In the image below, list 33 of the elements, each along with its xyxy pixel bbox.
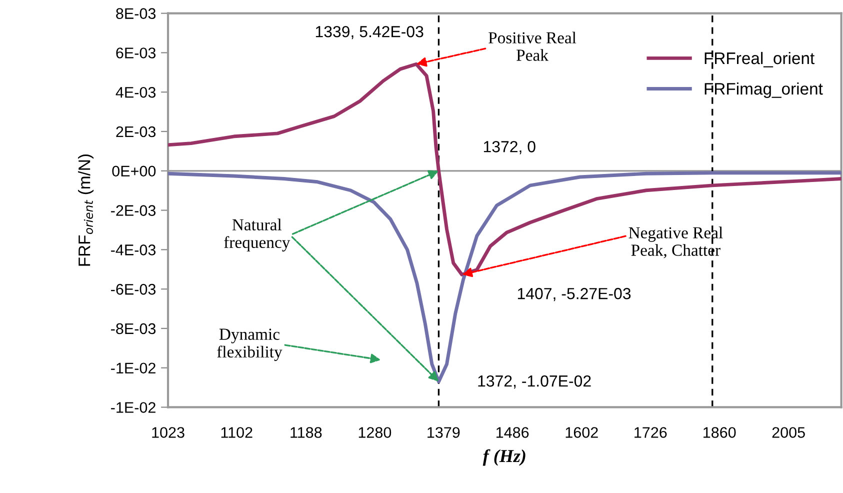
- x-tick-label: 2005: [772, 427, 805, 438]
- y-tick-label: -1E-02: [111, 402, 156, 413]
- annotation: Natural frequency: [224, 218, 290, 252]
- y-tick-label: 2E-03: [116, 126, 156, 138]
- y-tick-label: 4E-03: [116, 86, 156, 98]
- legend-label: FRFreal_orient: [704, 52, 814, 68]
- x-tick-label: 1726: [634, 427, 667, 438]
- annotation: 1407, -5.27E-03: [518, 288, 631, 302]
- x-tick-label: 1379: [428, 427, 460, 438]
- x-tick-label: 1102: [221, 427, 252, 438]
- annotation: 1339, 5.42E-03: [316, 26, 424, 40]
- x-tick-label: 1023: [152, 427, 184, 438]
- y-tick-label: 8E-03: [116, 8, 156, 19]
- y-tick-label: -8E-03: [111, 323, 156, 334]
- y-axis-title: FRF$_{orient}$ (m/N): [78, 154, 94, 266]
- annotation: Positive Real Peak: [488, 32, 576, 61]
- y-tick-label: -2E-03: [111, 205, 156, 216]
- x-tick-label: 1486: [496, 427, 529, 438]
- legend-label: FRFimag_orient: [704, 82, 823, 98]
- y-tick-label: -6E-03: [111, 284, 156, 295]
- annotation: Dynamic flexibility: [217, 328, 282, 361]
- y-tick-label: 6E-03: [116, 48, 156, 58]
- annotation: Negative Real Peak, Chatter: [628, 226, 723, 258]
- x-tick-label: 1860: [704, 427, 736, 438]
- annotation: 1372, 0: [484, 141, 536, 154]
- annotation: 1372, -1.07E-02: [478, 375, 591, 389]
- x-tick-label: 1188: [290, 427, 322, 438]
- x-axis-title: f (Hz): [482, 449, 526, 466]
- y-tick-label: -4E-03: [111, 244, 156, 256]
- y-tick-label: 0E+00: [112, 166, 156, 177]
- x-tick-label: 1280: [358, 427, 392, 438]
- x-tick-label: 1602: [566, 427, 598, 438]
- y-tick-label: -1E-02: [111, 362, 156, 374]
